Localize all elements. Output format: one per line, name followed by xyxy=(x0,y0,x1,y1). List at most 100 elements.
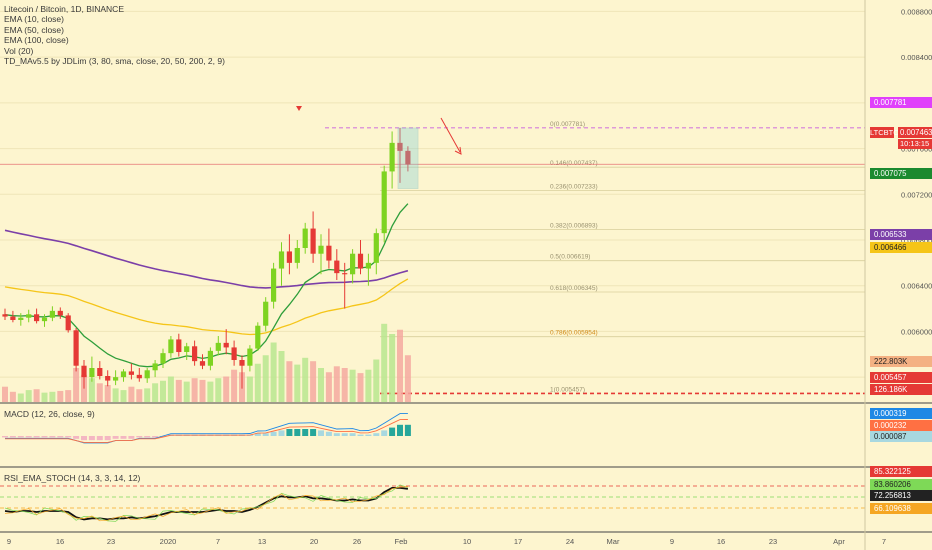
fib-label: 0.618(0.006345) xyxy=(550,285,598,292)
candle-body xyxy=(318,245,324,254)
volume-bar xyxy=(318,368,324,402)
volume-bar xyxy=(333,366,340,402)
price-tag: 0.006466 xyxy=(870,242,932,253)
candle-body xyxy=(405,150,411,165)
fib-label: 0.146(0.007437) xyxy=(550,160,598,167)
indicator-ema10[interactable]: EMA (10, close) xyxy=(4,14,64,25)
volume-bar xyxy=(262,355,269,402)
drawings[interactable] xyxy=(296,106,462,189)
candle-body xyxy=(2,314,8,317)
candle-body xyxy=(113,377,119,381)
fib-label: 0(0.007781) xyxy=(550,121,585,128)
candle-body xyxy=(223,342,229,348)
volume-bar xyxy=(17,393,24,402)
volume-bar xyxy=(2,386,8,402)
macd-histogram-bar xyxy=(389,427,396,436)
candle-body xyxy=(89,368,95,378)
candle-body xyxy=(255,325,261,349)
macd-histogram-bar xyxy=(365,434,372,436)
time-axis[interactable]: 9 16 23 2020 7 13 20 26 Feb 10 17 24 Mar 9 16 23 Apr 7 xyxy=(7,537,886,546)
macd-histogram-bar xyxy=(254,433,261,436)
candle-body xyxy=(207,350,213,366)
price-tag: 83.860206 xyxy=(870,479,932,490)
time-axis-label: 9 xyxy=(670,537,674,546)
ema10-line xyxy=(4,203,409,368)
time-axis-label: 24 xyxy=(566,537,574,546)
down-arrow xyxy=(440,117,461,153)
indicator-volume[interactable]: Vol (20) xyxy=(4,45,34,56)
time-axis-label: Feb xyxy=(395,537,408,546)
volume-bar xyxy=(254,363,261,402)
macd-histogram-bar xyxy=(49,436,56,438)
macd-histogram-bar xyxy=(144,436,151,438)
time-axis-label: 23 xyxy=(769,537,777,546)
volume-bar xyxy=(57,390,64,402)
rsi-pane xyxy=(0,484,865,522)
candle-body xyxy=(350,253,356,275)
candle-body xyxy=(389,142,395,172)
price-tag: 85.322125 xyxy=(870,466,932,477)
rsi-label[interactable]: RSI_EMA_STOCH (14, 3, 3, 14, 12) xyxy=(4,473,141,483)
time-axis-label: 16 xyxy=(717,537,725,546)
price-tag: 0.007781 xyxy=(870,97,932,108)
candle-body xyxy=(278,251,285,269)
volume-bar xyxy=(33,389,40,402)
volume-bar xyxy=(381,323,388,402)
macd-histogram-bar xyxy=(270,431,277,436)
volume-bar xyxy=(41,392,48,402)
volume-bar xyxy=(136,389,143,402)
candle-body xyxy=(128,371,134,375)
indicator-td-ma[interactable]: TD_MAv5.5 by JDLim (3, 80, sma, close, 2… xyxy=(4,56,225,67)
volume-bar xyxy=(175,379,182,402)
fib-label: 0.382(0.006893) xyxy=(550,222,598,229)
macd-histogram-bar xyxy=(294,429,301,436)
fibonacci-retracement[interactable]: 0(0.007781) 0.146(0.007437) 0.236(0.007233… xyxy=(0,121,865,395)
candle-body xyxy=(231,347,237,360)
volume-bar xyxy=(73,368,80,402)
macd-histogram-bar xyxy=(96,436,103,441)
candle-body xyxy=(334,260,340,274)
fib-label: 0.786(0.005954) xyxy=(550,330,598,337)
volume-bar xyxy=(349,369,356,402)
candle-body xyxy=(397,142,403,151)
volume-bar xyxy=(65,390,72,402)
stoch-k-line xyxy=(4,484,409,522)
candle-body xyxy=(373,233,379,263)
candle-body xyxy=(365,262,371,269)
volume-bar xyxy=(310,361,317,402)
price-axis-label: 0.008400 xyxy=(901,53,932,62)
volume-bar xyxy=(302,357,309,402)
symbol-title[interactable]: Litecoin / Bitcoin, 1D, BINANCE xyxy=(4,4,124,14)
time-axis-label: 17 xyxy=(514,537,522,546)
volume-bar xyxy=(357,373,364,402)
macd-histogram-bar xyxy=(25,436,32,438)
volume-bar xyxy=(341,368,348,402)
volume-bar xyxy=(215,378,222,402)
volume-bar xyxy=(88,378,95,402)
price-tag: 0.000232 xyxy=(870,420,932,431)
volume-bar xyxy=(246,376,253,402)
price-axis-label: 0.007200 xyxy=(901,190,932,199)
candle-body xyxy=(310,228,316,254)
volume-bar xyxy=(223,376,230,402)
macd-histogram-bar xyxy=(333,433,340,436)
macd-histogram-bar xyxy=(9,436,16,438)
indicator-ema100[interactable]: EMA (100, close) xyxy=(4,35,69,46)
stoch-d-line xyxy=(4,486,408,522)
candle-body xyxy=(381,171,387,234)
macd-histogram-bar xyxy=(136,436,143,438)
macd-label[interactable]: MACD (12, 26, close, 9) xyxy=(4,409,95,419)
macd-histogram-bar xyxy=(349,433,356,436)
price-axis-label: 0.007600 xyxy=(901,145,932,154)
time-axis-label: 23 xyxy=(107,537,115,546)
price-tag: 0.006533 xyxy=(870,229,932,240)
candle-body xyxy=(160,353,166,364)
price-tag: 126.186K xyxy=(870,384,932,395)
indicator-ema50[interactable]: EMA (50, close) xyxy=(4,24,64,35)
candle-body xyxy=(65,315,71,331)
macd-histogram-bar xyxy=(17,436,24,438)
candle-body xyxy=(184,346,190,352)
indicator-legend: Litecoin / Bitcoin, 1D, BINANCE EMA (10,… xyxy=(4,4,225,66)
price-axis-label: 0.006400 xyxy=(901,282,932,291)
